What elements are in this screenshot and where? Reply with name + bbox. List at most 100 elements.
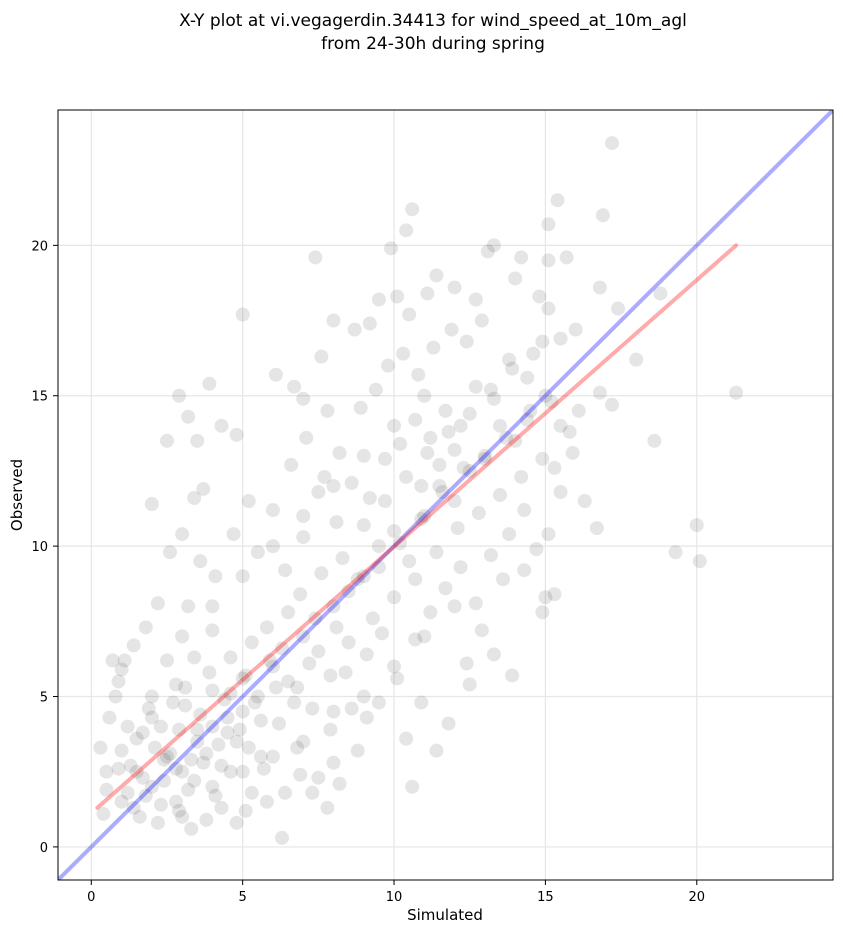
data-point bbox=[308, 611, 323, 626]
data-point bbox=[692, 554, 707, 569]
data-point bbox=[268, 680, 283, 695]
data-point bbox=[150, 596, 165, 611]
data-point bbox=[265, 659, 280, 674]
data-point bbox=[577, 494, 592, 509]
data-point bbox=[326, 478, 341, 493]
data-point bbox=[305, 701, 320, 716]
data-point bbox=[459, 656, 474, 671]
data-point bbox=[296, 734, 311, 749]
data-point bbox=[172, 722, 187, 737]
data-point bbox=[102, 710, 117, 725]
data-point bbox=[326, 599, 341, 614]
data-point bbox=[535, 451, 550, 466]
data-point bbox=[471, 506, 486, 521]
data-point bbox=[159, 653, 174, 668]
data-point bbox=[387, 590, 402, 605]
data-point bbox=[135, 770, 150, 785]
data-point bbox=[284, 457, 299, 472]
data-point bbox=[275, 641, 290, 656]
data-point bbox=[93, 740, 108, 755]
data-point bbox=[568, 322, 583, 337]
data-point bbox=[265, 503, 280, 518]
data-point bbox=[190, 734, 205, 749]
data-point bbox=[159, 433, 174, 448]
data-point bbox=[202, 665, 217, 680]
data-point bbox=[502, 527, 517, 542]
data-point bbox=[287, 379, 302, 394]
data-point bbox=[259, 794, 274, 809]
data-point bbox=[205, 719, 220, 734]
data-point bbox=[341, 635, 356, 650]
data-point bbox=[232, 722, 247, 737]
data-point bbox=[226, 527, 241, 542]
data-point bbox=[302, 656, 317, 671]
data-point bbox=[668, 545, 683, 560]
chart-title-line-2: from 24-30h during spring bbox=[321, 34, 545, 54]
data-point bbox=[423, 430, 438, 445]
data-point bbox=[326, 313, 341, 328]
data-point bbox=[220, 710, 235, 725]
data-point bbox=[435, 484, 450, 499]
data-point bbox=[323, 722, 338, 737]
data-point bbox=[205, 779, 220, 794]
data-point bbox=[244, 785, 259, 800]
data-point bbox=[468, 379, 483, 394]
data-point bbox=[314, 566, 329, 581]
data-point bbox=[423, 605, 438, 620]
data-point bbox=[178, 680, 193, 695]
data-point bbox=[462, 406, 477, 421]
data-point bbox=[474, 313, 489, 328]
data-point bbox=[562, 424, 577, 439]
data-point bbox=[344, 701, 359, 716]
data-point bbox=[417, 629, 432, 644]
identity-line bbox=[58, 110, 833, 880]
data-point bbox=[447, 280, 462, 295]
chart-title-line-1: X-Y plot at vi.vegagerdin.34413 for wind… bbox=[179, 11, 687, 31]
data-point bbox=[396, 346, 411, 361]
data-point bbox=[420, 445, 435, 460]
data-point bbox=[350, 572, 365, 587]
data-point bbox=[541, 253, 556, 268]
data-point bbox=[408, 632, 423, 647]
data-point bbox=[453, 418, 468, 433]
data-point bbox=[290, 740, 305, 755]
data-point bbox=[223, 764, 238, 779]
data-point bbox=[550, 193, 565, 208]
data-point bbox=[120, 785, 135, 800]
data-point bbox=[565, 445, 580, 460]
data-point bbox=[150, 815, 165, 830]
data-point bbox=[305, 785, 320, 800]
data-point bbox=[508, 271, 523, 286]
data-point bbox=[120, 719, 135, 734]
data-point bbox=[462, 463, 477, 478]
data-point bbox=[689, 518, 704, 533]
data-point bbox=[129, 731, 144, 746]
data-point bbox=[338, 665, 353, 680]
data-point bbox=[193, 707, 208, 722]
data-point bbox=[532, 289, 547, 304]
data-point bbox=[402, 307, 417, 322]
data-point bbox=[184, 821, 199, 836]
data-point bbox=[281, 605, 296, 620]
data-point bbox=[235, 764, 250, 779]
data-point bbox=[438, 581, 453, 596]
data-point bbox=[496, 572, 511, 587]
data-point bbox=[211, 737, 226, 752]
y-tick-label: 5 bbox=[40, 691, 48, 706]
data-point bbox=[126, 638, 141, 653]
reference-lines bbox=[58, 110, 833, 880]
data-point bbox=[387, 418, 402, 433]
data-point bbox=[296, 530, 311, 545]
data-point bbox=[108, 689, 123, 704]
data-point bbox=[123, 758, 138, 773]
data-point bbox=[462, 677, 477, 692]
data-point bbox=[129, 764, 144, 779]
data-point bbox=[296, 629, 311, 644]
data-point bbox=[241, 740, 256, 755]
data-point bbox=[350, 743, 365, 758]
data-point bbox=[371, 539, 386, 554]
data-point bbox=[408, 572, 423, 587]
data-point bbox=[344, 475, 359, 490]
data-point bbox=[238, 668, 253, 683]
